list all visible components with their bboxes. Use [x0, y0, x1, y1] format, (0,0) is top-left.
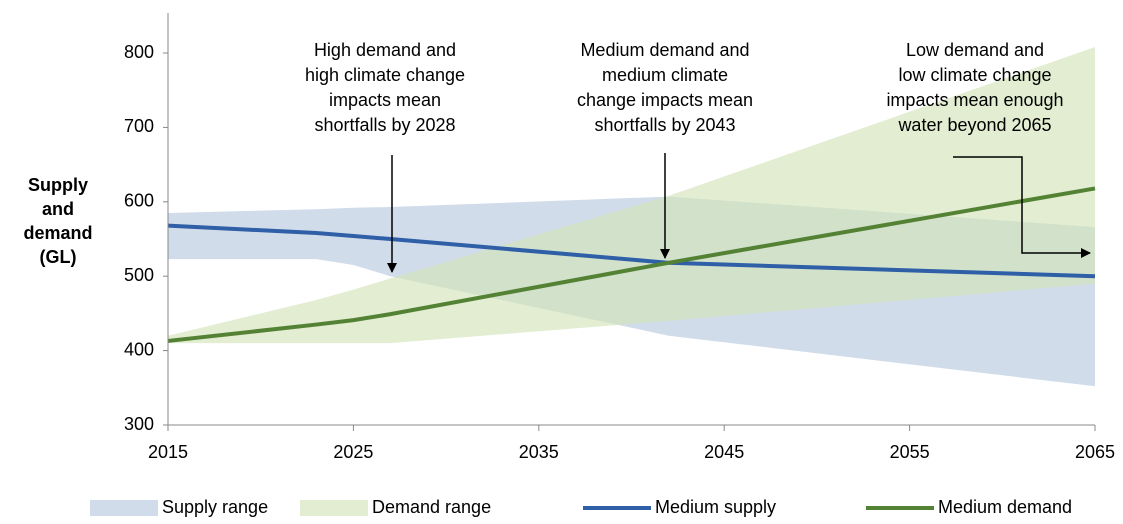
x-tick-label: 2015 [148, 442, 188, 462]
annotation: Medium demand and [580, 40, 749, 60]
annotation: water beyond 2065 [897, 115, 1051, 135]
annotation: shortfalls by 2028 [314, 115, 455, 135]
annotation: Low demand and [906, 40, 1044, 60]
y-tick-label: 300 [124, 414, 154, 434]
annotation: low climate change [898, 65, 1051, 85]
annotation: shortfalls by 2043 [594, 115, 735, 135]
x-tick-label: 2055 [890, 442, 930, 462]
x-tick-label: 2065 [1075, 442, 1115, 462]
line [167, 223, 1096, 279]
legend-swatch [300, 500, 368, 516]
y-tick-label: 700 [124, 116, 154, 136]
annotation-arrow [953, 156, 1091, 258]
legend-label: Supply range [162, 497, 268, 517]
y-tick-label: 600 [124, 191, 154, 211]
annotation: impacts mean [329, 90, 441, 110]
legend-swatch [90, 500, 158, 516]
legend-label: Medium supply [655, 497, 776, 517]
x-tick-label: 2045 [704, 442, 744, 462]
legend-label: Medium demand [938, 497, 1072, 517]
line [167, 186, 1096, 343]
plot-area [167, 47, 1096, 387]
annotation: impacts mean enough [886, 90, 1063, 110]
annotation: change impacts mean [577, 90, 753, 110]
x-tick-label: 2025 [333, 442, 373, 462]
annotation: medium climate [602, 65, 728, 85]
y-axis-label: Supply [28, 175, 88, 195]
y-tick-label: 800 [124, 42, 154, 62]
y-axis-label: and [42, 199, 74, 219]
y-tick-label: 500 [124, 265, 154, 285]
legend-label: Demand range [372, 497, 491, 517]
annotation: high climate change [305, 65, 465, 85]
y-tick-label: 400 [124, 339, 154, 359]
y-axis-label: demand [23, 223, 92, 243]
annotation: High demand and [314, 40, 456, 60]
x-tick-label: 2035 [519, 442, 559, 462]
y-axis-label: (GL) [40, 247, 77, 267]
